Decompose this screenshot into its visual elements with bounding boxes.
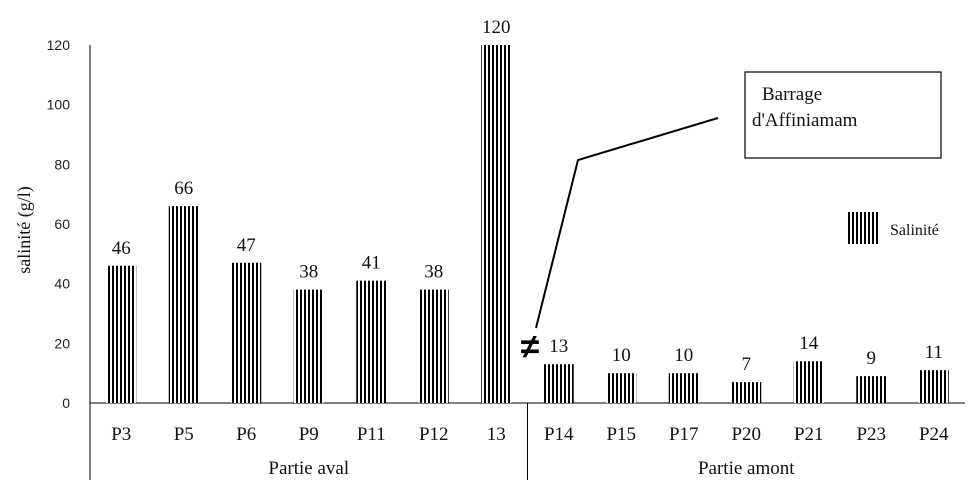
bar-13 (481, 45, 512, 403)
category-label-P6: P6 (236, 424, 256, 445)
bar-P11 (356, 280, 387, 403)
value-label-P15: 10 (612, 345, 631, 366)
value-label-P9: 38 (299, 262, 318, 283)
bar-P20 (731, 382, 762, 403)
dam-annotation: Barrage d'Affiniamam ≠ (521, 71, 942, 366)
value-label-P11: 41 (362, 253, 381, 274)
bar-P3 (106, 265, 137, 403)
bar-P12 (418, 289, 449, 403)
category-label-P14: P14 (544, 424, 574, 445)
category-label-P9: P9 (299, 424, 319, 445)
dam-label-line-2: d'Affiniamam (752, 110, 858, 131)
dam-callout-box (744, 71, 942, 159)
y-tick-label: 40 (54, 276, 70, 292)
dam-symbol: ≠ (521, 328, 540, 366)
bar-P23 (856, 376, 887, 403)
category-label-P3: P3 (111, 424, 131, 445)
bars (106, 45, 949, 403)
value-label-P21: 14 (799, 333, 819, 354)
category-label-P21: P21 (794, 424, 824, 445)
category-label-13: 13 (487, 424, 506, 445)
y-tick-label: 100 (47, 97, 71, 113)
bar-P21 (793, 361, 824, 403)
category-label-P20: P20 (731, 424, 761, 445)
category-label-P24: P24 (919, 424, 949, 445)
value-label-P5: 66 (174, 178, 193, 199)
category-label-P15: P15 (606, 424, 636, 445)
y-axis-title: salinité (g/l) (14, 186, 35, 273)
bar-P15 (606, 373, 637, 403)
group-labels: Partie aval Partie amont (268, 458, 795, 479)
bar-P6 (231, 262, 262, 403)
legend-label: Salinité (890, 222, 939, 239)
value-label-P14: 13 (549, 336, 568, 357)
value-label-13: 120 (482, 17, 511, 38)
y-tick-label: 60 (54, 216, 70, 232)
value-labels: 46 66 47 38 41 38 120 13 10 10 7 14 9 11 (112, 17, 943, 375)
value-label-P12: 38 (424, 262, 443, 283)
bar-P14 (543, 364, 574, 403)
category-label-P17: P17 (669, 424, 699, 445)
legend-swatch (847, 212, 879, 244)
bar-P17 (668, 373, 699, 403)
value-label-P20: 7 (742, 354, 752, 375)
y-tick-label: 80 (54, 156, 70, 172)
value-label-P24: 11 (925, 342, 943, 363)
group-label-aval: Partie aval (268, 458, 349, 479)
value-label-P3: 46 (112, 238, 131, 259)
y-axis-ticks: 0 20 40 60 80 100 120 (47, 37, 71, 411)
value-label-P17: 10 (674, 345, 693, 366)
category-label-P11: P11 (357, 424, 386, 445)
group-label-amont: Partie amont (698, 458, 795, 479)
dam-callout-line (535, 117, 719, 329)
dam-label-line-1: Barrage (762, 84, 822, 105)
legend: Salinité (847, 212, 939, 244)
y-tick-label: 20 (54, 335, 70, 351)
value-label-P23: 9 (867, 348, 877, 369)
category-label-P12: P12 (419, 424, 449, 445)
bar-P5 (168, 206, 199, 403)
category-label-P23: P23 (856, 424, 886, 445)
bar-P9 (293, 289, 324, 403)
value-label-P6: 47 (237, 235, 256, 256)
y-tick-label: 120 (47, 37, 71, 53)
category-label-P5: P5 (174, 424, 194, 445)
bar-P24 (918, 370, 949, 403)
y-tick-label: 0 (62, 395, 70, 411)
category-labels: P3 P5 P6 P9 P11 P12 13 P14 P15 P17 P20 P21 P23 P24 (111, 424, 949, 445)
